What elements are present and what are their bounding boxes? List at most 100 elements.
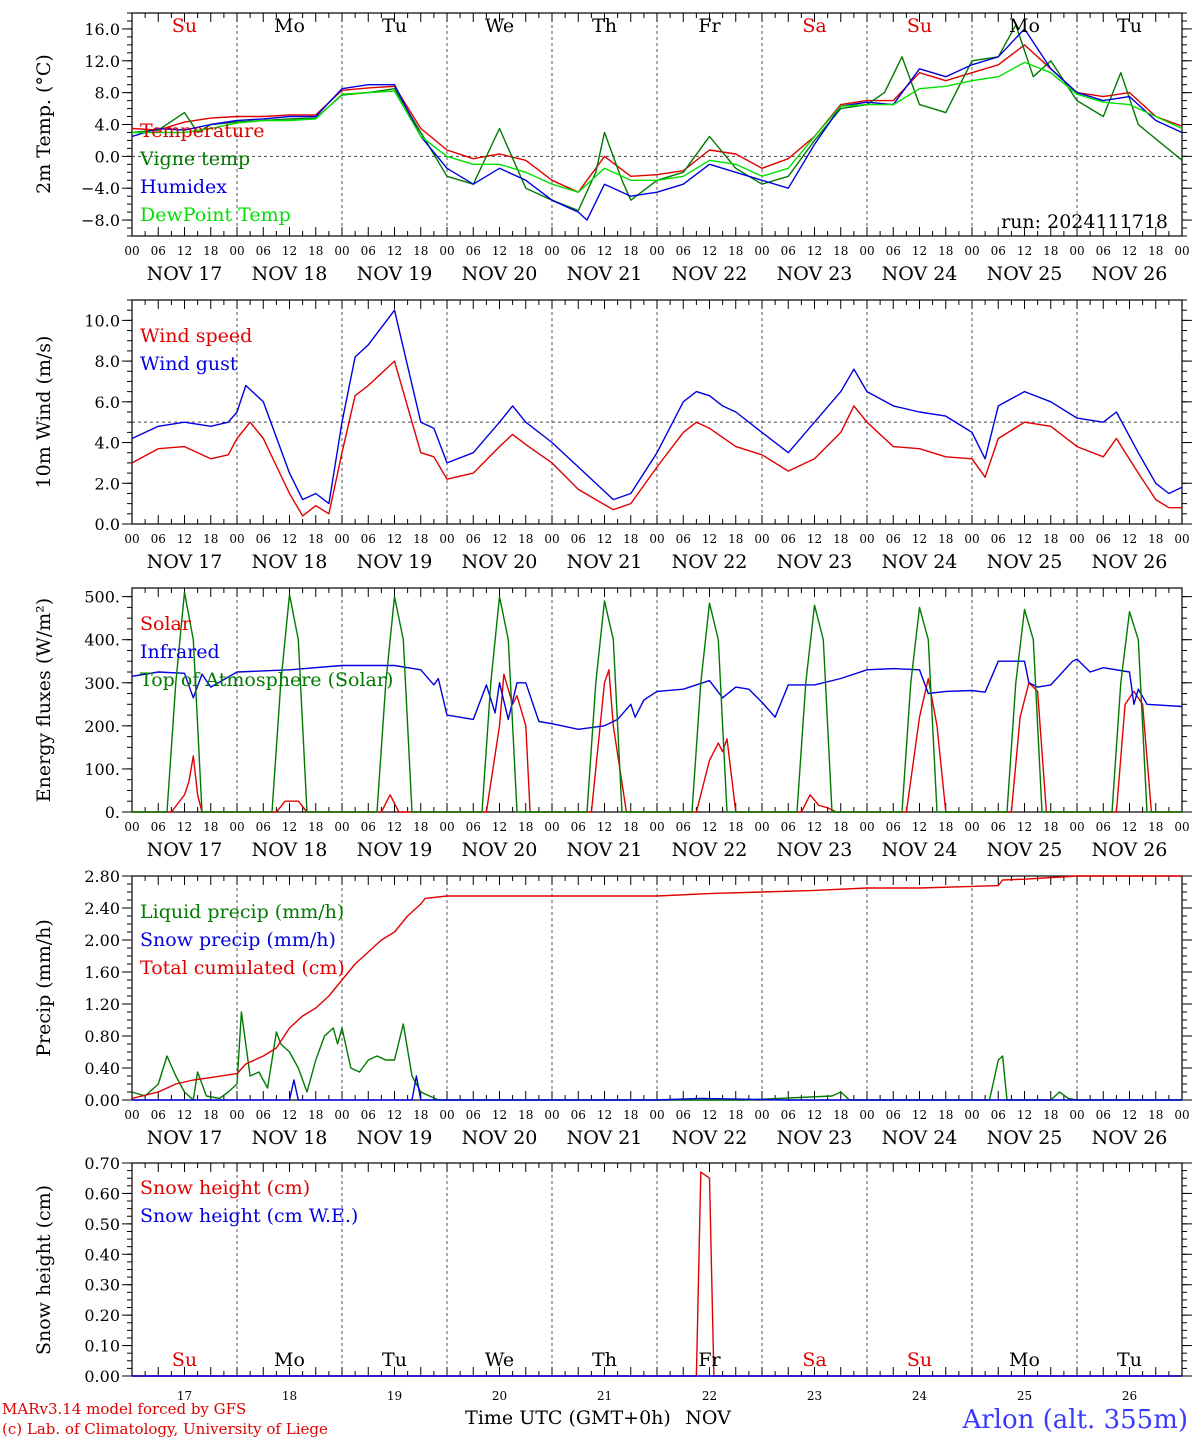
legend-entry: Humidex [140,176,227,198]
hour-tick-label: 18 [1043,244,1058,258]
hour-tick-label: 18 [833,820,848,834]
date-number: 22 [702,1389,717,1403]
date-label: NOV 24 [882,839,958,861]
date-label: NOV 20 [462,1127,538,1149]
hour-tick-label: 18 [1148,244,1163,258]
hour-tick-label: 12 [807,532,822,546]
y-tick-label: 1.60 [84,963,120,982]
day-name: Sa [802,1349,826,1371]
hour-tick-label: 00 [964,532,979,546]
hour-tick-label: 06 [1096,1108,1111,1122]
hour-tick-label: 00 [229,820,244,834]
date-label: NOV 19 [357,263,433,285]
series-line-wind-speed [131,360,1182,517]
date-label: NOV 25 [987,839,1063,861]
hour-tick-label: 18 [1043,820,1058,834]
date-label: NOV 26 [1092,839,1168,861]
date-label: NOV 20 [462,839,538,861]
date-label: NOV 17 [147,839,223,861]
hour-tick-label: 12 [597,1108,612,1122]
legend-entry: Snow precip (mm/h) [140,929,336,951]
hour-tick-label: 06 [466,244,481,258]
hour-tick-label: 18 [413,820,428,834]
hour-tick-label: 06 [676,1108,691,1122]
y-tick-label: 0. [105,803,120,822]
hour-tick-label: 18 [938,820,953,834]
date-number: 20 [492,1389,507,1403]
y-tick-label: 2.00 [84,931,120,950]
day-name: Su [172,1349,197,1371]
hour-tick-label: 18 [623,1108,638,1122]
y-tick-label: 0.00 [84,1091,120,1110]
hour-tick-label: 12 [912,532,927,546]
hour-tick-label: 12 [177,532,192,546]
hour-tick-label: 06 [991,820,1006,834]
hour-tick-label: 12 [492,820,507,834]
date-label: NOV 20 [462,551,538,573]
hour-tick-label: 12 [597,244,612,258]
hour-tick-label: 00 [859,820,874,834]
hour-tick-label: 06 [781,820,796,834]
hour-tick-label: 06 [256,532,271,546]
date-label: NOV 19 [357,839,433,861]
hour-tick-label: 12 [492,1108,507,1122]
day-name: Tu [382,1349,407,1371]
hour-tick-label: 12 [282,244,297,258]
day-name: Tu [1117,1349,1142,1371]
series-line-snow-precip-mm-h- [132,1075,1182,1101]
date-number: 23 [807,1389,822,1403]
hour-tick-label: 06 [151,820,166,834]
series-line-top-of-atmosphere-solar- [132,591,1182,813]
y-tick-label: 0.60 [84,1184,120,1203]
series-line-solar [132,669,1182,813]
hour-tick-label: 12 [702,820,717,834]
date-number: 17 [177,1389,192,1403]
hour-tick-label: 18 [1043,532,1058,546]
hour-tick-label: 00 [1069,532,1084,546]
hour-tick-label: 12 [177,820,192,834]
hour-tick-label: 06 [886,820,901,834]
legend-entry: Wind gust [140,353,238,375]
date-label: NOV 25 [987,551,1063,573]
hour-tick-label: 00 [649,532,664,546]
day-name: Tu [382,15,407,37]
hour-tick-label: 18 [938,532,953,546]
hour-tick-label: 12 [912,1108,927,1122]
hour-tick-label: 00 [124,1108,139,1122]
hour-tick-label: 18 [413,1108,428,1122]
hour-tick-label: 00 [649,244,664,258]
legend-entry: Top of Atmosphere (Solar) [140,669,393,691]
hour-tick-label: 18 [623,244,638,258]
day-name: We [485,15,514,37]
hour-tick-label: 06 [256,1108,271,1122]
hour-tick-label: 00 [439,1108,454,1122]
hour-tick-label: 06 [466,1108,481,1122]
hour-tick-label: 18 [623,820,638,834]
plot-frame-1 [131,299,1183,525]
hour-tick-label: 06 [781,532,796,546]
hour-tick-label: 06 [571,244,586,258]
hour-tick-label: 00 [229,244,244,258]
y-tick-label: 8.0 [95,84,120,103]
y-tick-label: 16.0 [84,20,120,39]
y-tick-label: 300. [84,674,120,693]
hour-tick-label: 12 [912,820,927,834]
day-name: Sa [802,15,826,37]
hour-tick-label: 00 [964,820,979,834]
y-tick-label: 0.70 [84,1154,120,1173]
hour-tick-label: 00 [649,820,664,834]
hour-tick-label: 12 [1017,820,1032,834]
hour-tick-label: 06 [466,532,481,546]
day-name: Mo [1009,15,1040,37]
series-line-vigne-temp [131,24,1183,212]
hour-tick-label: 18 [413,532,428,546]
date-number: 18 [282,1389,297,1403]
hour-tick-label: 00 [964,1108,979,1122]
date-number: 19 [387,1389,402,1403]
hour-tick-label: 00 [754,532,769,546]
hour-tick-label: 18 [1148,1108,1163,1122]
hour-tick-label: 00 [124,244,139,258]
hour-tick-label: 18 [308,244,323,258]
hour-tick-label: 00 [544,820,559,834]
